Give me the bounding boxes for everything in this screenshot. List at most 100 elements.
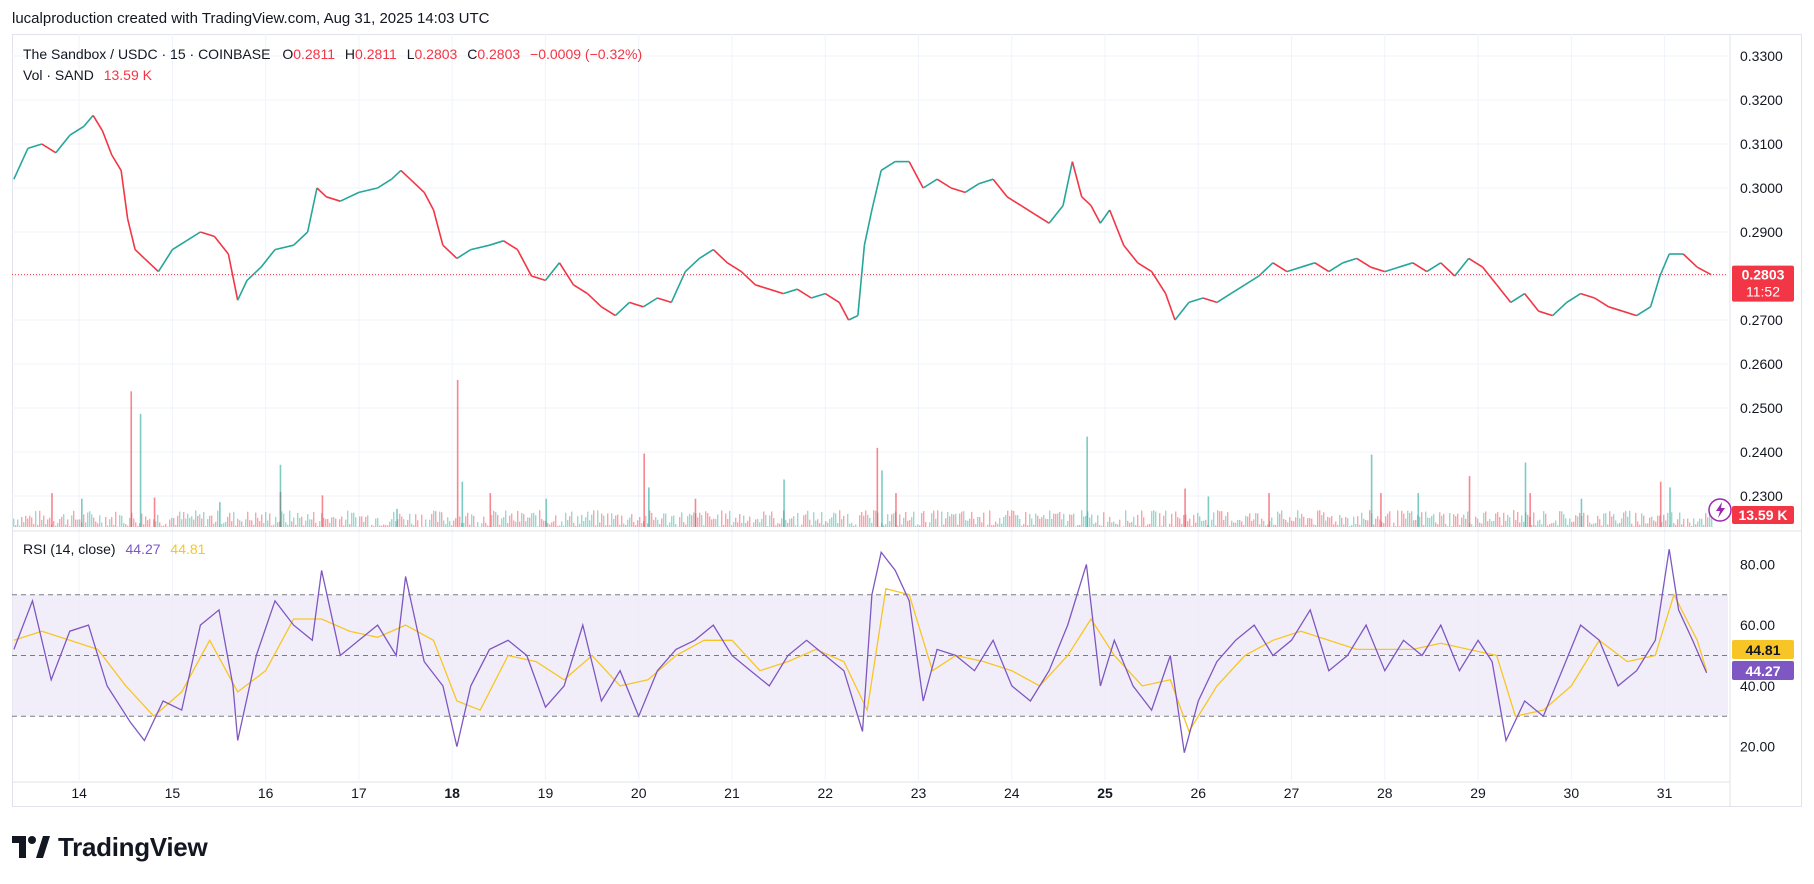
volume-bar [617, 514, 619, 527]
volume-bar [371, 524, 373, 527]
volume-bar [285, 522, 287, 527]
volume-bar [199, 514, 201, 527]
volume-bar [1233, 522, 1235, 527]
volume-bar [651, 512, 653, 527]
volume-bar [1641, 513, 1643, 527]
volume-bar [1383, 523, 1385, 527]
volume-bar [567, 520, 569, 527]
volume-bar [1629, 510, 1631, 527]
volume-bar [311, 519, 313, 527]
volume-bar [947, 512, 949, 527]
x-tick-label: 29 [1470, 785, 1486, 801]
volume-bar [171, 517, 173, 527]
volume-bar [1117, 524, 1119, 527]
volume-bar [1111, 522, 1113, 527]
volume-bar [35, 511, 37, 527]
volume-bar [1707, 517, 1709, 527]
volume-label[interactable]: Vol · SAND [23, 67, 94, 83]
volume-bar [377, 518, 379, 527]
volume-bar [219, 502, 221, 527]
price-segment [712, 249, 728, 264]
volume-bar [1205, 519, 1207, 527]
volume-bar [503, 517, 505, 527]
volume-bar [465, 516, 467, 527]
volume-bar [375, 518, 377, 527]
volume-bar [1001, 523, 1003, 527]
volume-bar [339, 519, 341, 527]
volume-bar [1539, 519, 1541, 527]
volume-bar [789, 518, 791, 527]
price-segment [326, 196, 341, 202]
volume-bar [767, 525, 769, 527]
volume-bar [1029, 513, 1031, 527]
volume-bar [1357, 516, 1359, 527]
volume-bar [1083, 516, 1085, 527]
volume-bar [945, 518, 947, 527]
volume-bar [13, 518, 15, 527]
volume-bar [1555, 520, 1557, 527]
volume-bar [507, 523, 509, 527]
volume-bar [1609, 511, 1611, 527]
volume-bar [451, 525, 453, 527]
price-segment [1659, 253, 1670, 277]
volume-bar [385, 525, 387, 527]
volume-bar [989, 510, 991, 527]
open-value: 0.2811 [293, 46, 335, 62]
volume-bar [255, 512, 257, 527]
price-segment [92, 114, 104, 132]
volume-bar [1453, 514, 1455, 527]
volume-bar [543, 520, 545, 527]
volume-bar [1471, 524, 1473, 527]
volume-bar [471, 514, 473, 527]
tradingview-logo[interactable]: TradingView [12, 830, 208, 864]
volume-bar [1249, 513, 1251, 527]
open-label: O [282, 46, 294, 62]
volume-bar [19, 525, 21, 527]
volume-bar [1599, 519, 1601, 527]
price-segment [470, 244, 490, 251]
volume-bar [1151, 511, 1153, 527]
volume-bar [955, 513, 957, 527]
volume-bar [1313, 524, 1315, 527]
price-segment [83, 114, 94, 127]
volume-bar [395, 520, 397, 527]
volume-bar [273, 524, 275, 527]
volume-bar [157, 514, 159, 527]
volume-bar [485, 522, 487, 527]
volume-bar [1577, 516, 1579, 527]
volume-bar [97, 523, 99, 527]
volume-bar [1389, 511, 1391, 527]
volume-bar [211, 515, 213, 527]
symbol-label[interactable]: The Sandbox / USDC · 15 · COINBASE [23, 46, 271, 62]
price-badge [1732, 265, 1794, 302]
volume-bar [849, 523, 851, 527]
volume-bar [901, 524, 903, 527]
volume-bar [381, 525, 383, 527]
volume-bar [1433, 513, 1435, 527]
tradingview-logo-icon [12, 836, 50, 858]
volume-bar [1479, 522, 1481, 527]
volume-bar [281, 511, 283, 527]
volume-bar [343, 525, 345, 527]
volume-bar [683, 522, 685, 527]
volume-bar [1175, 511, 1177, 527]
volume-bar [1257, 513, 1259, 527]
volume-bar [1401, 510, 1403, 527]
volume-bar [1579, 512, 1581, 527]
price-segment [489, 240, 504, 246]
price-segment [134, 249, 145, 259]
volume-bar [665, 513, 667, 527]
volume-bar [1319, 510, 1321, 527]
volume-bar [1607, 524, 1609, 527]
volume-bar [63, 514, 65, 527]
volume-bar [1517, 511, 1519, 527]
volume-bar [885, 524, 887, 527]
volume-bar [1089, 517, 1091, 527]
volume-bar [519, 521, 521, 527]
volume-bar [1677, 519, 1679, 527]
volume-bar [1345, 517, 1347, 527]
rsi-label[interactable]: RSI (14, close) [23, 541, 116, 557]
volume-bar [977, 516, 979, 527]
volume-bar [1365, 519, 1367, 527]
